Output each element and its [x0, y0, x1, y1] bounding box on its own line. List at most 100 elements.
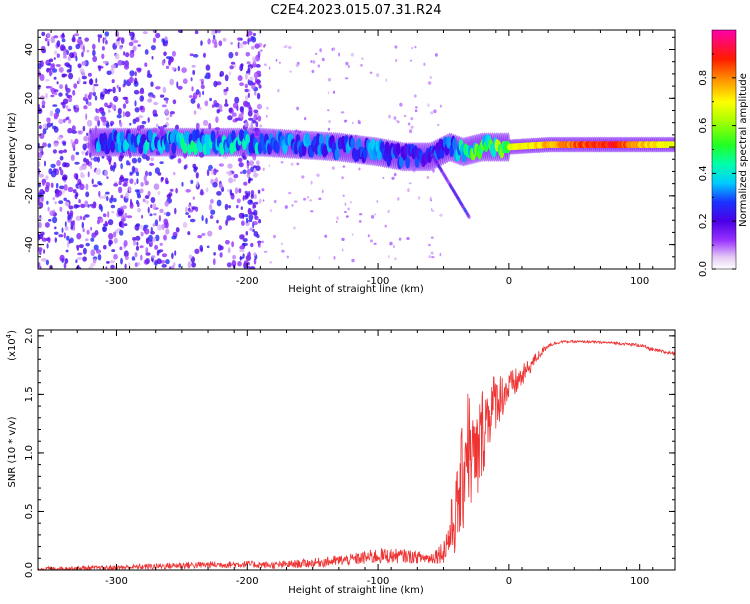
heatmap-cell [48, 58, 54, 63]
heatmap-cell [69, 65, 72, 73]
heatmap-cell [65, 105, 69, 110]
heatmap-cell [156, 250, 160, 256]
heatmap-cell [113, 95, 119, 103]
heatmap-cell [169, 111, 175, 115]
heatmap-cell [39, 188, 45, 196]
heatmap-cell [327, 77, 332, 82]
heatmap-cell [395, 59, 398, 62]
heatmap-cell [407, 188, 410, 193]
heatmap-cell [111, 210, 115, 214]
heatmap-cell [213, 168, 217, 176]
heatmap-cell [125, 52, 130, 58]
heatmap-cell [106, 196, 109, 201]
heatmap-cell [342, 194, 345, 197]
heatmap-cell [120, 221, 125, 229]
heatmap-cell [161, 223, 165, 231]
heatmap-cell [124, 178, 129, 181]
heatmap-cell [317, 64, 320, 68]
heatmap-cell [408, 182, 412, 185]
heatmap-cell [430, 236, 434, 239]
heatmap-cell [128, 185, 131, 193]
heatmap-cell [109, 197, 113, 204]
heatmap-cell [428, 255, 431, 259]
heatmap-cell [59, 155, 64, 161]
heatmap-cell [248, 89, 251, 93]
heatmap-cell [224, 74, 229, 82]
heatmap-cell [146, 73, 153, 79]
heatmap-cell [83, 135, 89, 142]
heatmap-cell [113, 183, 119, 187]
heatmap-cell [188, 209, 194, 213]
heatmap-cell [200, 40, 203, 46]
heatmap-cell [38, 84, 41, 90]
x-tick-label: -100 [367, 276, 390, 287]
heatmap-cell [207, 230, 213, 237]
heatmap-cell [45, 79, 50, 82]
heatmap-cell [231, 241, 235, 248]
x-tick-label: 0 [506, 576, 512, 587]
heatmap-cell [116, 84, 119, 89]
heatmap-cell [85, 113, 88, 120]
heatmap-cell [268, 164, 271, 168]
heatmap-cell [240, 37, 243, 41]
heatmap-cell [71, 36, 76, 43]
heatmap-cell [92, 85, 96, 93]
heatmap-cell [38, 183, 41, 188]
heatmap-cell [110, 204, 116, 209]
heatmap-cell [230, 193, 235, 200]
heatmap-cell [228, 177, 234, 184]
heatmap-cell [41, 237, 47, 242]
heatmap-cell [173, 262, 176, 267]
heatmap-cell [56, 53, 60, 58]
heatmap-cell [109, 260, 116, 264]
heatmap-cell [203, 52, 206, 58]
heatmap-cell [112, 86, 116, 94]
heatmap-cell [70, 226, 74, 230]
heatmap-cell [208, 122, 212, 130]
heatmap-cell [236, 105, 239, 112]
heatmap-cell [211, 104, 215, 108]
snr-y-label: SNR (10 * v/v) [7, 416, 18, 487]
spectrogram-x-label: Height of straight line (km) [288, 284, 424, 295]
heatmap-cell [134, 182, 137, 186]
heatmap-cell [212, 38, 217, 45]
heatmap-cell [257, 240, 260, 247]
heatmap-cell [225, 219, 229, 226]
heatmap-cell [152, 203, 157, 210]
heatmap-cell [93, 244, 99, 251]
heatmap-cell [124, 255, 129, 261]
colorbar-tick-label: 0.4 [698, 165, 709, 181]
heatmap-cell [236, 198, 241, 204]
heatmap-cell [242, 169, 247, 175]
heatmap-cell [206, 169, 210, 177]
x-tick-label: -300 [105, 576, 128, 587]
heatmap-cell [248, 251, 251, 257]
heatmap-cell [81, 150, 85, 155]
heatmap-cell [429, 196, 432, 201]
heatmap-cell [249, 199, 253, 203]
heatmap-cell [338, 52, 340, 57]
heatmap-cell [242, 195, 245, 201]
heatmap-cell [373, 242, 377, 245]
heatmap-cell [40, 196, 44, 202]
heatmap-cell [265, 114, 268, 118]
heatmap-cell [398, 237, 402, 241]
heatmap-cell [38, 217, 43, 221]
heatmap-cell [233, 173, 239, 179]
heatmap-cell [90, 78, 93, 85]
heatmap-cell [120, 163, 123, 170]
heatmap-cell [165, 117, 170, 121]
heatmap-cell [309, 199, 313, 202]
heatmap-cell [280, 242, 284, 245]
heatmap-cell [341, 237, 345, 241]
heatmap-cell [244, 95, 249, 100]
heatmap-cell [64, 221, 67, 227]
x-tick-label: -200 [236, 576, 259, 587]
heatmap-cell [245, 73, 248, 80]
x-tick-label: 100 [630, 576, 649, 587]
heatmap-cell [331, 166, 335, 170]
heatmap-cell [306, 195, 310, 199]
heatmap-cell [318, 256, 321, 260]
heatmap-cell [62, 174, 68, 181]
heatmap-cell [134, 107, 140, 113]
